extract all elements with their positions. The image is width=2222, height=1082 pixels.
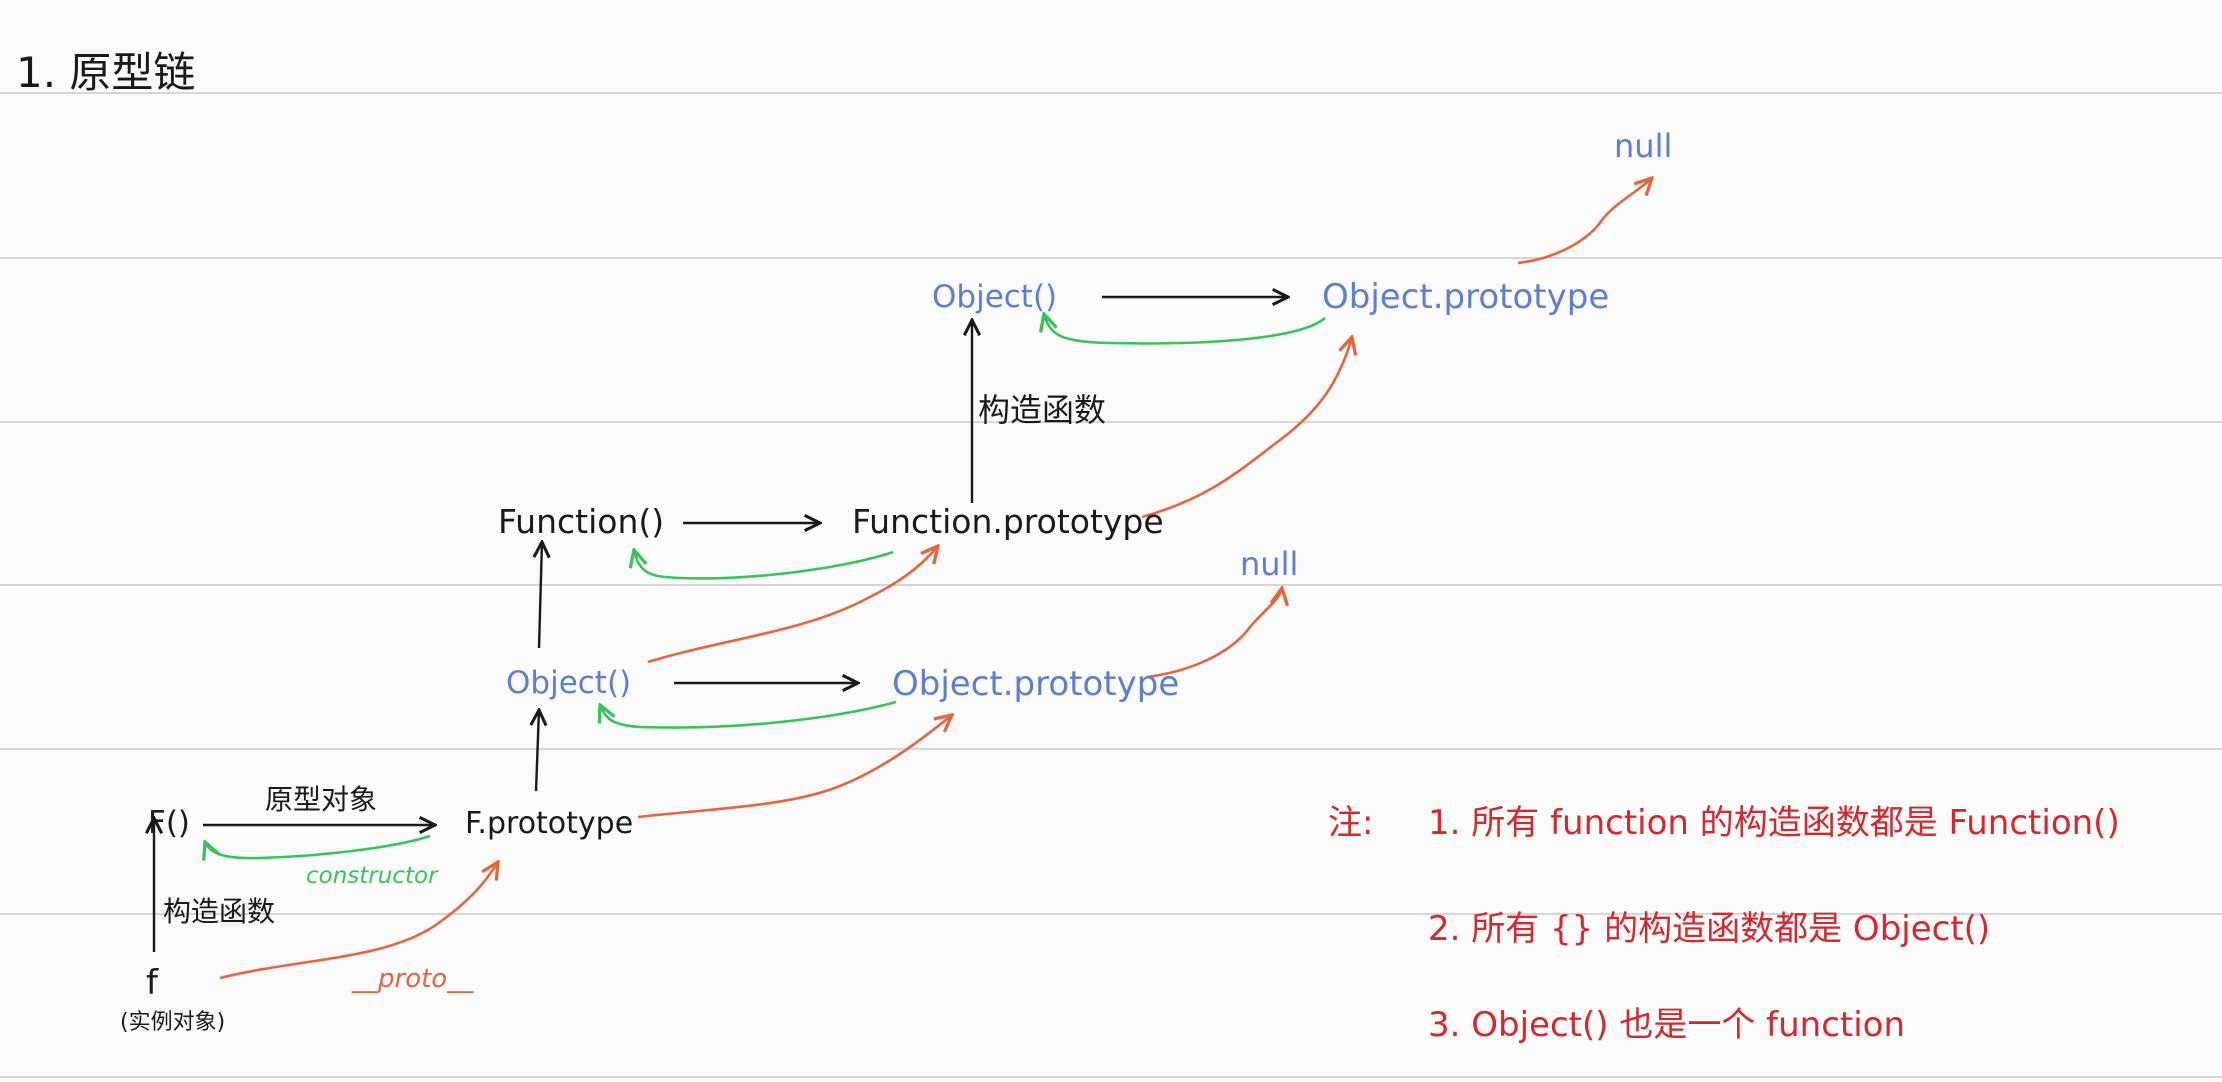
node-Function-prototype: Function.prototype (852, 505, 1164, 538)
constructor-arrow-Function-prototype-to-Function (634, 550, 893, 578)
node-Object-mid: Object() (506, 668, 631, 699)
arrow-F-prototype-to-Object (536, 710, 539, 791)
node-F-constructor: F() (148, 808, 190, 839)
label-constructor-fn-low: 构造函数 (163, 898, 275, 926)
note-item-3: 3. Object() 也是一个 function (1428, 1008, 1905, 1042)
label-proto: __proto__ (352, 966, 473, 992)
constructor-arrow-Object-prototype-to-Object-top (1044, 314, 1325, 343)
label-constructor: constructor (306, 865, 438, 888)
label-constructor-fn-top: 构造函数 (978, 394, 1106, 426)
proto-arrow-Function-prototype-to-Object-prototype-top (1142, 337, 1352, 517)
notes-prefix: 注: (1328, 806, 1373, 840)
note-item-2: 2. 所有 {} 的构造函数都是 Object() (1428, 912, 1990, 946)
constructor-arrow-F-prototype-to-F (205, 836, 430, 858)
node-null-top: null (1614, 130, 1672, 162)
node-Object-top: Object() (932, 282, 1057, 313)
node-Function: Function() (498, 505, 664, 538)
note-item-1: 1. 所有 function 的构造函数都是 Function() (1428, 806, 2120, 840)
constructor-arrow-Object-prototype-to-Object-mid (600, 702, 896, 728)
node-F-prototype: F.prototype (465, 809, 633, 839)
page-title: 1. 原型链 (16, 52, 195, 94)
proto-arrow-F-prototype-to-Object-prototype (638, 715, 952, 817)
node-Object-prototype-mid: Object.prototype (892, 667, 1179, 701)
label-prototype-object: 原型对象 (265, 786, 377, 814)
proto-arrow-Object-to-Function-prototype (648, 546, 938, 662)
node-f-instance: f (146, 966, 158, 1000)
arrow-Object-to-Function (539, 542, 542, 648)
node-f-note: (实例对象) (120, 1012, 225, 1034)
node-Object-prototype-top: Object.prototype (1322, 280, 1609, 314)
proto-arrow-Object-prototype-top-to-null-top (1518, 178, 1652, 263)
node-null-mid: null (1240, 548, 1298, 580)
